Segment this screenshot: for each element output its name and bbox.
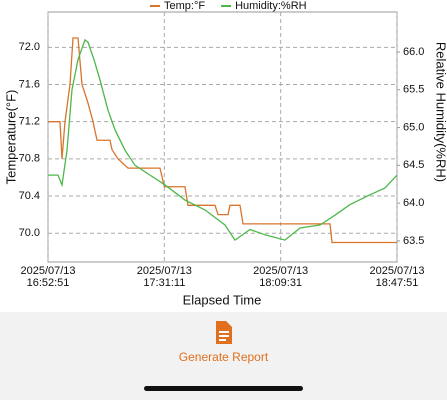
y-tick-label: 70.8 xyxy=(19,153,40,165)
x-tick-label: 2025/07/13 17:31:11 xyxy=(136,265,192,289)
data-line xyxy=(48,38,398,242)
y2-tick-label: 65.0 xyxy=(403,121,424,133)
y-axis-title: Temperature(°F) xyxy=(3,90,18,185)
y2-tick-label: 65.5 xyxy=(403,84,424,96)
x-tick-label: 2025/07/13 18:47:51 xyxy=(369,265,425,289)
y2-axis-title: Relative Humidity(%RH) xyxy=(434,42,447,182)
x-tick-label: 2025/07/13 18:09:31 xyxy=(253,265,309,289)
y2-tick-label: 64.0 xyxy=(403,197,424,209)
x-axis-title: Elapsed Time xyxy=(183,292,262,307)
chart: Elapsed Time Temperature(°F) Relative Hu… xyxy=(3,0,447,307)
x-tick-label: 2025/07/13 16:52:51 xyxy=(20,265,76,289)
y-tick-label: 70.4 xyxy=(19,190,40,202)
report-icon xyxy=(216,321,232,344)
y-tick-label: 72.0 xyxy=(19,41,40,53)
button-label[interactable]: Generate Report xyxy=(178,350,269,364)
y-tick-label: 71.2 xyxy=(19,116,40,128)
action-bar: Generate Report xyxy=(0,312,447,400)
y2-tick-label: 64.5 xyxy=(403,159,424,171)
y2-tick-label: 63.5 xyxy=(403,235,424,247)
plot-frame xyxy=(47,11,398,263)
legend-label: Temp:°F xyxy=(164,0,205,12)
y2-tick-label: 66.0 xyxy=(403,46,424,58)
home-indicator xyxy=(144,386,303,391)
generate-report-button[interactable]: Generate Report xyxy=(150,318,297,366)
data-line xyxy=(48,37,397,244)
y-tick-label: 71.6 xyxy=(19,78,40,90)
y-tick-label: 70.0 xyxy=(19,227,40,239)
legend-label: Humidity:%RH xyxy=(235,0,307,12)
